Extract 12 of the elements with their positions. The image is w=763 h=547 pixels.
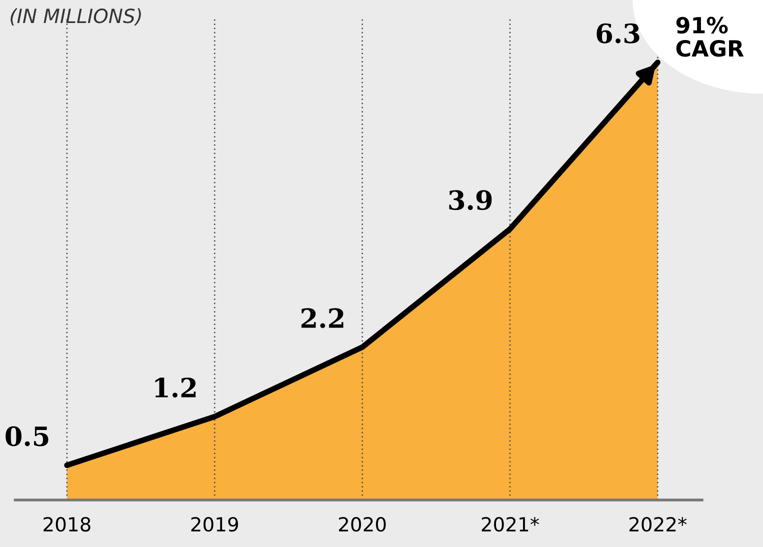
chart-title: (IN MILLIONS) (10, 8, 141, 26)
x-tick-label: 2021* (482, 516, 539, 532)
x-tick-label: 2020 (338, 516, 386, 532)
x-tick-label: 2019 (191, 516, 238, 532)
x-tick-label: 2022* (629, 516, 687, 532)
data-label: 0.5 (6, 426, 48, 446)
data-label: 3.9 (449, 190, 492, 210)
data-label: 6.3 (596, 23, 640, 44)
text: 91% CAGR (676, 16, 744, 57)
data-label: 1.2 (155, 378, 196, 398)
data-label: 2.2 (301, 308, 344, 328)
x-tick-label: 2018 (44, 516, 90, 532)
